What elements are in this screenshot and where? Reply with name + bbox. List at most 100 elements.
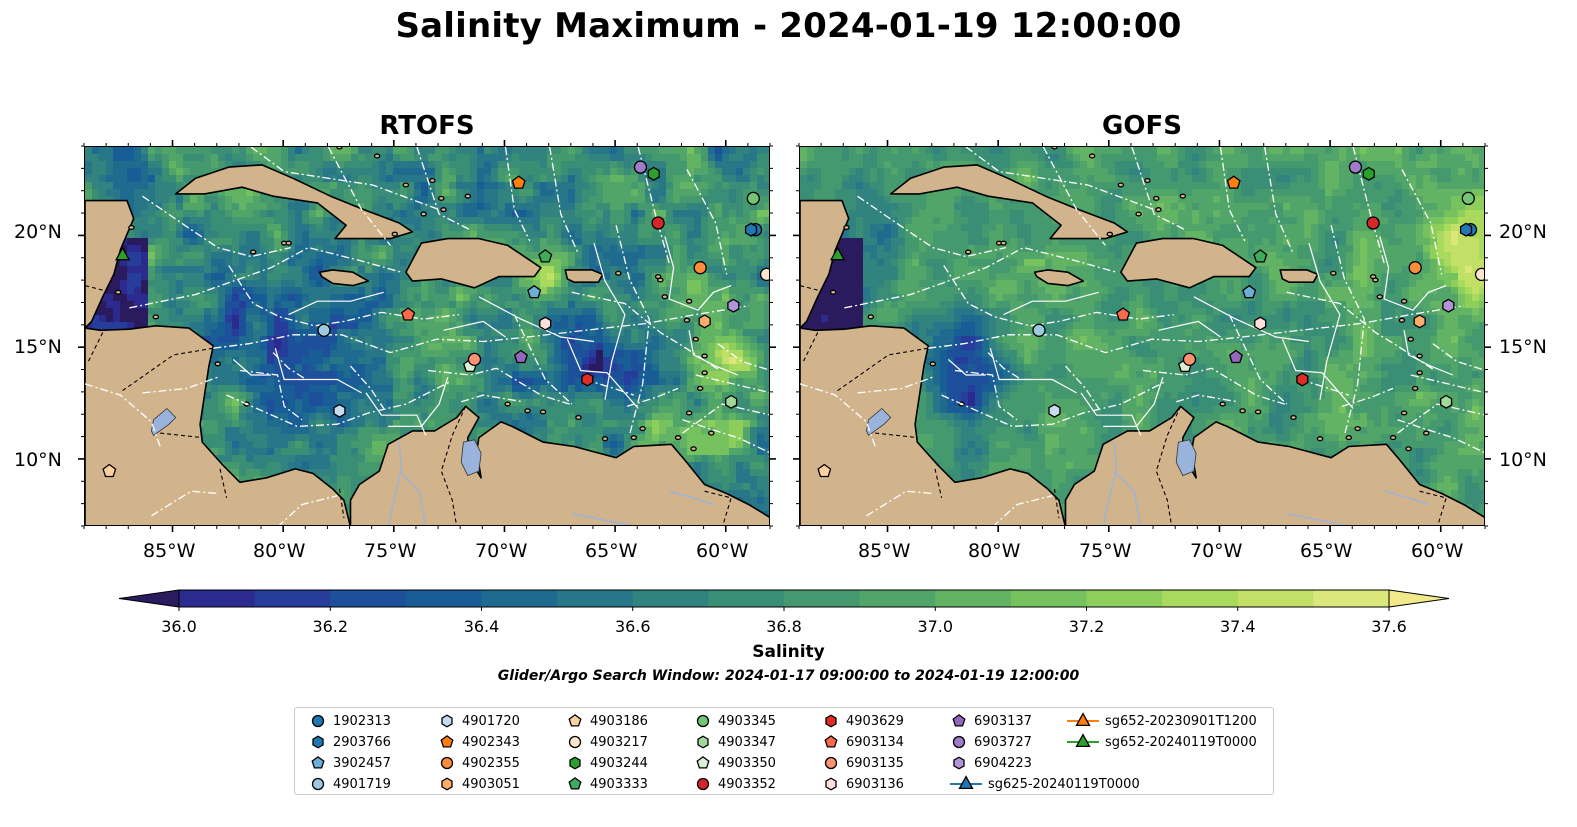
eez-line [142,195,291,258]
land-yucatan [85,199,135,329]
legend-marker-pentagon [696,756,710,769]
lon-label-75w-rtofs: 75°W [364,540,417,562]
island [685,410,693,416]
river [669,490,714,506]
legend-marker-shape [441,777,453,791]
legend-marker-hexagon [697,735,709,749]
map-panel-gofs[interactable] [799,146,1485,526]
obs-marker-4902343 [1226,175,1241,189]
legend-marker-shape [824,735,838,748]
legend-label: 6903137 [974,713,1032,729]
legend-item: sg652-20230901T1200 [1067,711,1257,731]
obs-marker-4903347 [1440,394,1453,409]
island [690,446,697,452]
colorbar-bin [632,590,709,607]
obs-marker-4903186 [102,463,117,478]
eez-line [142,376,219,394]
legend-marker-shape [568,735,582,749]
legend-marker-hexagon [441,714,453,728]
legend-marker-hexagon [312,735,324,749]
legend-marker-shape [568,714,582,727]
island [373,153,381,159]
lon-label-60w-rtofs: 60°W [696,540,749,562]
legend-marker-pentagon [440,735,454,748]
country-border [934,468,943,499]
obs-marker-6903135 [467,352,482,367]
eez-line [593,242,626,400]
lat-label-15n-left: 15°N [14,336,62,358]
eez-line [1219,147,1246,242]
eez-line [1080,392,1142,436]
island [1411,385,1419,391]
eez-boundaries [85,147,769,525]
colorbar-bin [708,590,785,607]
island [402,182,410,188]
legend-marker-shape [569,756,581,770]
obs-marker-2903766 [1459,222,1473,237]
eez-line [549,147,580,255]
legend-item: 4903345 [694,711,776,731]
obs-marker-4903217 [759,267,769,282]
island [1155,207,1162,213]
eez-line [461,394,524,403]
colorbar-tick-label: 36.6 [614,617,651,636]
colorbar-extend-high [1388,589,1450,608]
eez-line [1042,147,1106,246]
legend-item: sg625-20240119T0000 [950,774,1140,794]
obs-marker-6904223 [1442,298,1455,313]
lon-label-70w-rtofs: 70°W [475,540,528,562]
island [539,409,547,415]
legend-marker-pentagon [824,735,838,748]
obs-marker-4903333 [538,249,553,263]
island [701,353,708,359]
legend-marker-shape [825,777,837,791]
eez-line [365,392,427,436]
lon-label-85w-gofs: 85°W [858,540,911,562]
obs-marker-4903051 [698,314,711,329]
colorbar-extend-low [118,589,180,608]
eez-line [1299,378,1350,396]
eez-line [615,225,650,436]
island [152,314,160,320]
country-border [86,332,104,365]
lat-label-10n-right: 10°N [1499,449,1547,471]
eez-line [1308,242,1341,400]
obs-marker-4901719 [317,323,331,337]
legend-marker-circle [696,777,710,791]
eez-line [695,374,769,394]
eez-line [954,369,1018,421]
colorbar-label: Salinity [752,642,825,662]
map-panel-rtofs[interactable] [84,146,770,526]
eez-line [688,330,739,376]
eez-line [504,147,531,242]
country-border [800,285,818,291]
eez-line [239,369,303,421]
island [114,289,122,295]
eez-line [1228,314,1288,405]
legend-label: 4903244 [590,755,648,771]
river [1286,512,1347,525]
legend-marker-shape [568,777,582,790]
legend-item: 6904223 [950,753,1032,773]
obs-marker-4901720 [1048,403,1061,418]
legend-marker-shape [825,714,837,728]
legend-label: 6903135 [846,755,904,771]
legend-item: 4902343 [438,732,520,752]
land-central-america [800,325,1066,525]
island [1117,182,1125,188]
colorbar-bin [1162,590,1239,607]
eez-line [278,495,338,525]
island [575,414,582,421]
legend-item: 4903051 [438,774,520,794]
land-cuba [889,164,1129,240]
river [571,512,632,525]
obs-marker-4903345 [746,191,760,206]
island [1354,426,1361,432]
legend-item: 6903135 [822,753,904,773]
eez-line [388,377,449,427]
legend-marker-circle [952,735,966,749]
land-yucatan [800,199,850,329]
legend-label: 4903345 [718,713,776,729]
obs-marker-6903727 [633,160,648,174]
eez-line [993,495,1053,525]
